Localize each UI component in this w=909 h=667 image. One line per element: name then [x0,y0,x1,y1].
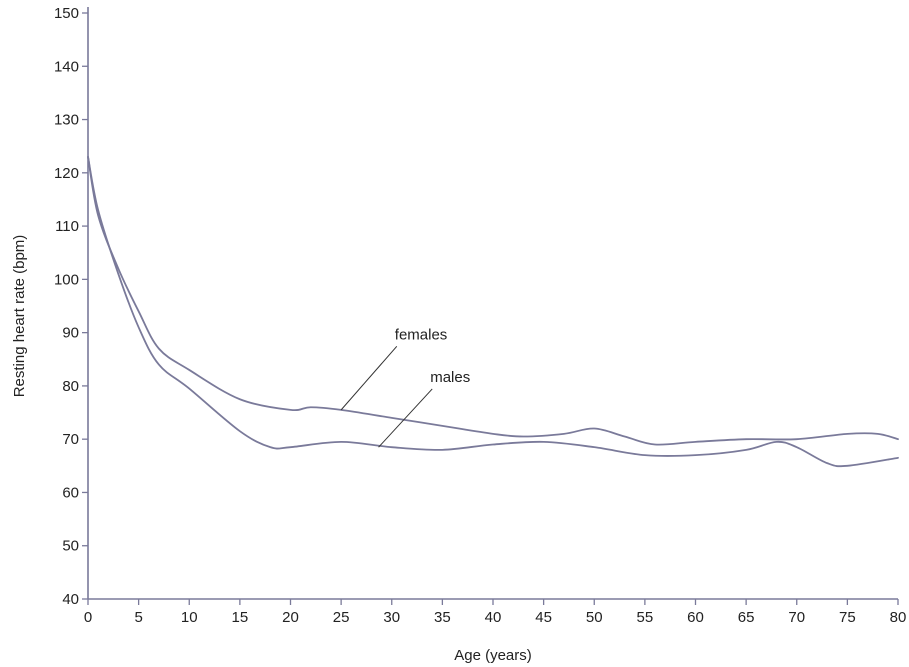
annotation-label-females: females [395,326,448,343]
x-tick-label: 80 [890,609,907,626]
y-tick-label: 100 [54,271,79,288]
x-tick-label: 25 [333,609,350,626]
y-tick-label: 40 [62,591,79,608]
x-tick-label: 70 [788,609,805,626]
x-tick-label: 65 [738,609,755,626]
y-tick-label: 50 [62,538,79,555]
y-tick-label: 60 [62,484,79,501]
series-line-males [87,155,899,468]
y-tick-label: 80 [62,378,79,395]
x-tick-label: 35 [434,609,451,626]
x-tick-label: 0 [84,609,92,626]
y-tick-label: 130 [54,112,79,129]
x-tick-label: 15 [232,609,249,626]
y-tick-label: 70 [62,431,79,448]
annotation-leader-females [340,345,398,411]
x-tick-label: 75 [839,609,856,626]
x-tick-label: 5 [134,609,142,626]
x-tick-label: 50 [586,609,603,626]
series-line-females [87,155,899,446]
series-lines [87,155,899,468]
axes [87,7,898,600]
x-tick-label: 40 [485,609,502,626]
annotations: females males [340,326,470,448]
y-tick-label: 120 [54,165,79,182]
y-tick-label: 110 [55,218,79,235]
x-tick-label: 45 [535,609,552,626]
ticks: 40 50 60 70 80 90 100 110 120 130 140 150 0 5 10 15 20 25… [54,5,906,626]
x-tick-label: 60 [687,609,704,626]
x-tick-label: 30 [383,609,400,626]
y-axis-title: Resting heart rate (bpm) [11,235,28,398]
x-tick-label: 20 [282,609,299,626]
y-tick-label: 140 [54,58,79,75]
x-tick-label: 55 [637,609,654,626]
x-axis-title: Age (years) [454,647,532,664]
y-tick-label: 90 [62,325,79,342]
x-tick-label: 10 [181,609,198,626]
annotation-leader-males [378,388,433,448]
annotation-label-males: males [430,369,470,386]
y-tick-label: 150 [54,5,79,22]
